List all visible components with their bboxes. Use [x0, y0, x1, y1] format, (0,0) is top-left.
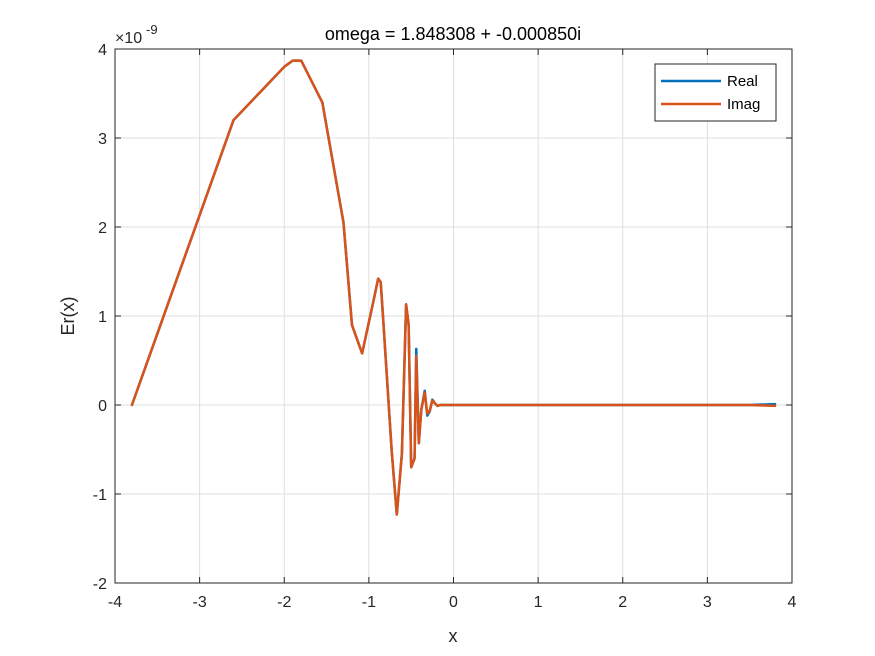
y-tick-label: 0	[98, 398, 107, 415]
legend: Real Imag	[654, 63, 777, 122]
y-tick-label: 2	[98, 220, 107, 237]
grid	[115, 49, 792, 583]
x-tick-label: -3	[193, 594, 207, 611]
y-exponent-base: ×10	[115, 30, 142, 47]
series-layer	[130, 59, 777, 516]
x-axis-label: x	[449, 626, 458, 646]
y-tick-label: 1	[98, 309, 107, 326]
legend-label-imag: Imag	[727, 96, 760, 113]
y-exponent-power: -9	[146, 22, 158, 37]
x-tick-label: 3	[703, 594, 712, 611]
x-tick-label: 0	[449, 594, 458, 611]
y-tick-label: 3	[98, 131, 107, 148]
y-tick-label: -2	[93, 576, 107, 593]
tick-labels: -4 -3 -2 -1 0 1 2 3 4 -2 -1 0 1 2 3 4	[93, 42, 797, 611]
x-tick-label: 2	[618, 594, 627, 611]
y-tick-label: -1	[93, 487, 107, 504]
legend-label-real: Real	[727, 73, 758, 90]
y-tick-label: 4	[98, 42, 107, 59]
legend-box	[654, 63, 777, 122]
x-tick-label: 4	[788, 594, 797, 611]
x-tick-label: -4	[108, 594, 122, 611]
x-tick-label: -1	[362, 594, 376, 611]
y-axis-label: Er(x)	[58, 297, 78, 336]
x-tick-label: -2	[277, 594, 291, 611]
ticks	[114, 48, 793, 584]
x-tick-label: 1	[534, 594, 543, 611]
chart-title: omega = 1.848308 + -0.000850i	[325, 24, 581, 44]
series-line-imag	[130, 59, 777, 516]
